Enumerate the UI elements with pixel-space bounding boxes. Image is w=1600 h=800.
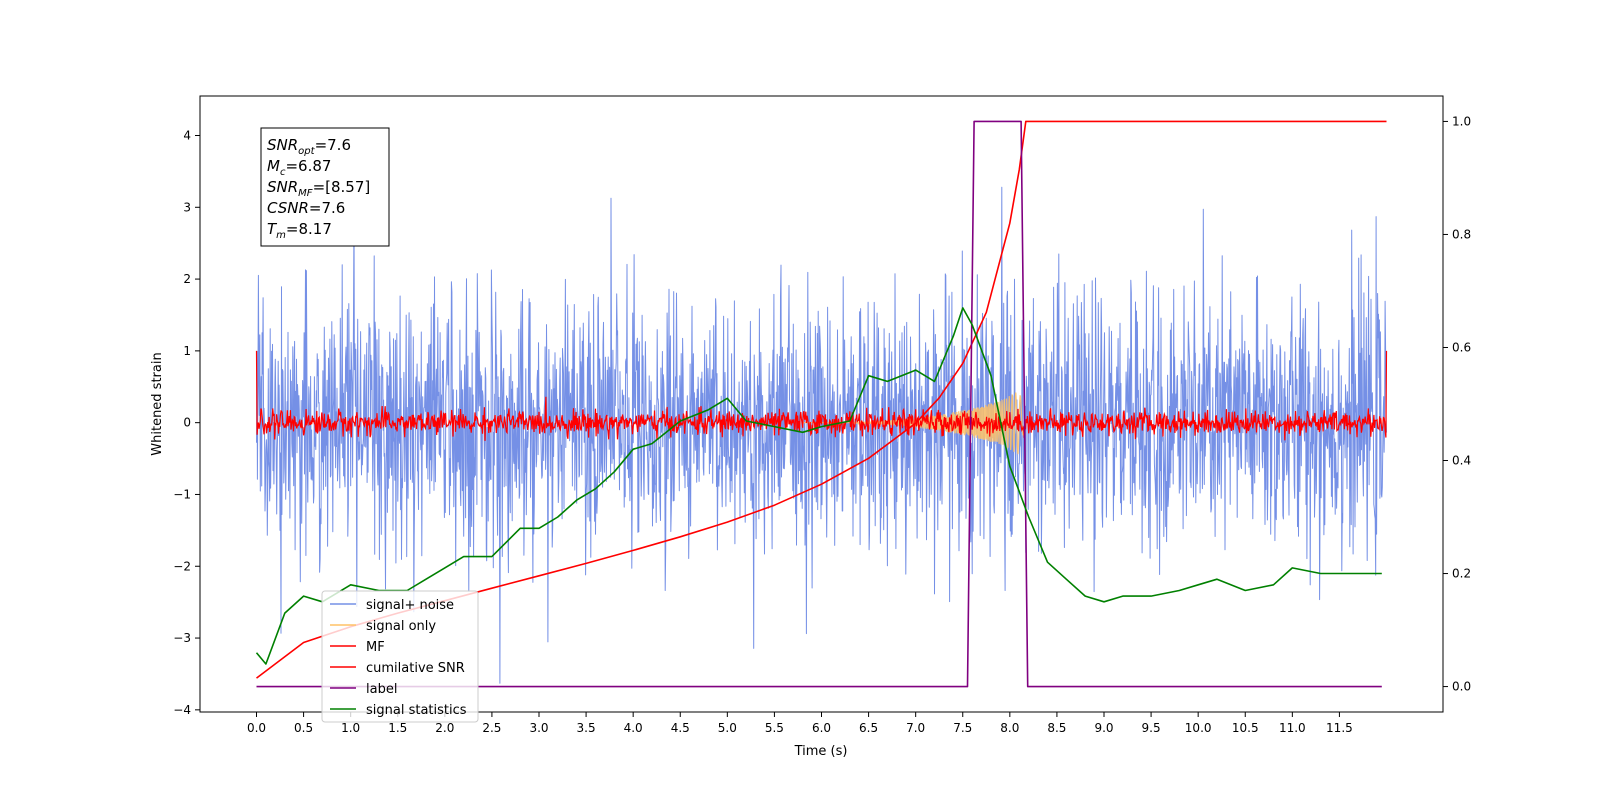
series-label xyxy=(256,120,1382,688)
y-tick-label: −1 xyxy=(173,487,191,501)
y-right-tick-label: 0.0 xyxy=(1452,680,1471,694)
y-tick-label: 1 xyxy=(183,344,191,358)
legend: signal+ noise signal only MF cumilative SNR… xyxy=(321,590,479,723)
x-tick-label: 6.0 xyxy=(812,721,831,735)
annotation-box-frame xyxy=(260,127,390,247)
x-tick-label: 3.5 xyxy=(577,721,596,735)
x-tick-label: 2.5 xyxy=(482,721,501,735)
x-tick-label: 1.5 xyxy=(388,721,407,735)
x-tick-label: 11.5 xyxy=(1326,721,1353,735)
x-tick-label: 10.0 xyxy=(1185,721,1212,735)
x-tick-label: 10.5 xyxy=(1232,721,1259,735)
annotation-line: SNRopt=7.6 xyxy=(267,136,351,157)
x-tick-label: 8.5 xyxy=(1047,721,1066,735)
x-tick-label: 0.5 xyxy=(294,721,313,735)
x-tick-label: 6.5 xyxy=(859,721,878,735)
x-tick-label: 0.0 xyxy=(247,721,266,735)
legend-frame xyxy=(321,590,479,723)
y-right-tick-label: 0.2 xyxy=(1452,567,1471,581)
y-tick-label: −3 xyxy=(173,631,191,645)
series-signal-noise xyxy=(256,186,1387,684)
x-tick-label: 3.0 xyxy=(529,721,548,735)
y-axis-label: Whitened strain xyxy=(150,352,165,455)
annotation-line: CSNR=7.6 xyxy=(267,199,345,217)
legend-label: signal statistics xyxy=(366,703,467,718)
y-tick-label: 2 xyxy=(183,272,191,286)
series-signal-statistics xyxy=(255,307,1382,665)
annotation-line: Tm=8.17 xyxy=(267,220,332,241)
x-tick-label: 5.0 xyxy=(718,721,737,735)
y-tick-label: 3 xyxy=(183,200,191,214)
x-tick-label: 7.0 xyxy=(906,721,925,735)
y-right-tick-label: 0.6 xyxy=(1452,340,1471,354)
y-right-tick-label: 0.4 xyxy=(1452,454,1471,468)
y-tick-label: −2 xyxy=(173,559,191,573)
legend-label: MF xyxy=(366,640,385,655)
annotation-line: Mc=6.87 xyxy=(267,157,331,178)
x-tick-label: 7.5 xyxy=(953,721,972,735)
y-right-tick-label: 0.8 xyxy=(1452,227,1471,241)
x-tick-label: 9.0 xyxy=(1094,721,1113,735)
y-right-tick-label: 1.0 xyxy=(1452,114,1471,128)
x-tick-label: 1.0 xyxy=(341,721,360,735)
x-tick-label: 4.0 xyxy=(624,721,643,735)
y-tick-label: −4 xyxy=(173,703,191,717)
series-mf xyxy=(255,350,1388,441)
legend-label: cumilative SNR xyxy=(366,661,465,676)
y-tick-label: 0 xyxy=(183,416,191,430)
x-tick-label: 8.0 xyxy=(1000,721,1019,735)
annotation-line: SNRMF=[8.57] xyxy=(267,178,370,199)
x-tick-label: 2.0 xyxy=(435,721,454,735)
y-axis-left: −4 −3 −2 −1 0 1 2 3 4 xyxy=(173,128,200,717)
y-axis-right: 0.0 0.2 0.4 0.6 0.8 1.0 xyxy=(1443,114,1471,694)
x-tick-label: 5.5 xyxy=(765,721,784,735)
legend-label: label xyxy=(366,682,397,697)
legend-label: signal only xyxy=(366,619,436,634)
x-tick-label: 11.0 xyxy=(1279,721,1306,735)
x-tick-label: 9.5 xyxy=(1142,721,1161,735)
x-tick-label: 4.5 xyxy=(671,721,690,735)
legend-label: signal+ noise xyxy=(366,598,454,613)
x-axis-label: Time (s) xyxy=(794,744,848,759)
y-tick-label: 4 xyxy=(183,128,191,142)
x-axis: 0.0 0.5 1.0 1.5 2.0 2.5 3.0 3.5 4.0 4.5 5.0 5.5 6.0 6… xyxy=(247,712,1353,735)
